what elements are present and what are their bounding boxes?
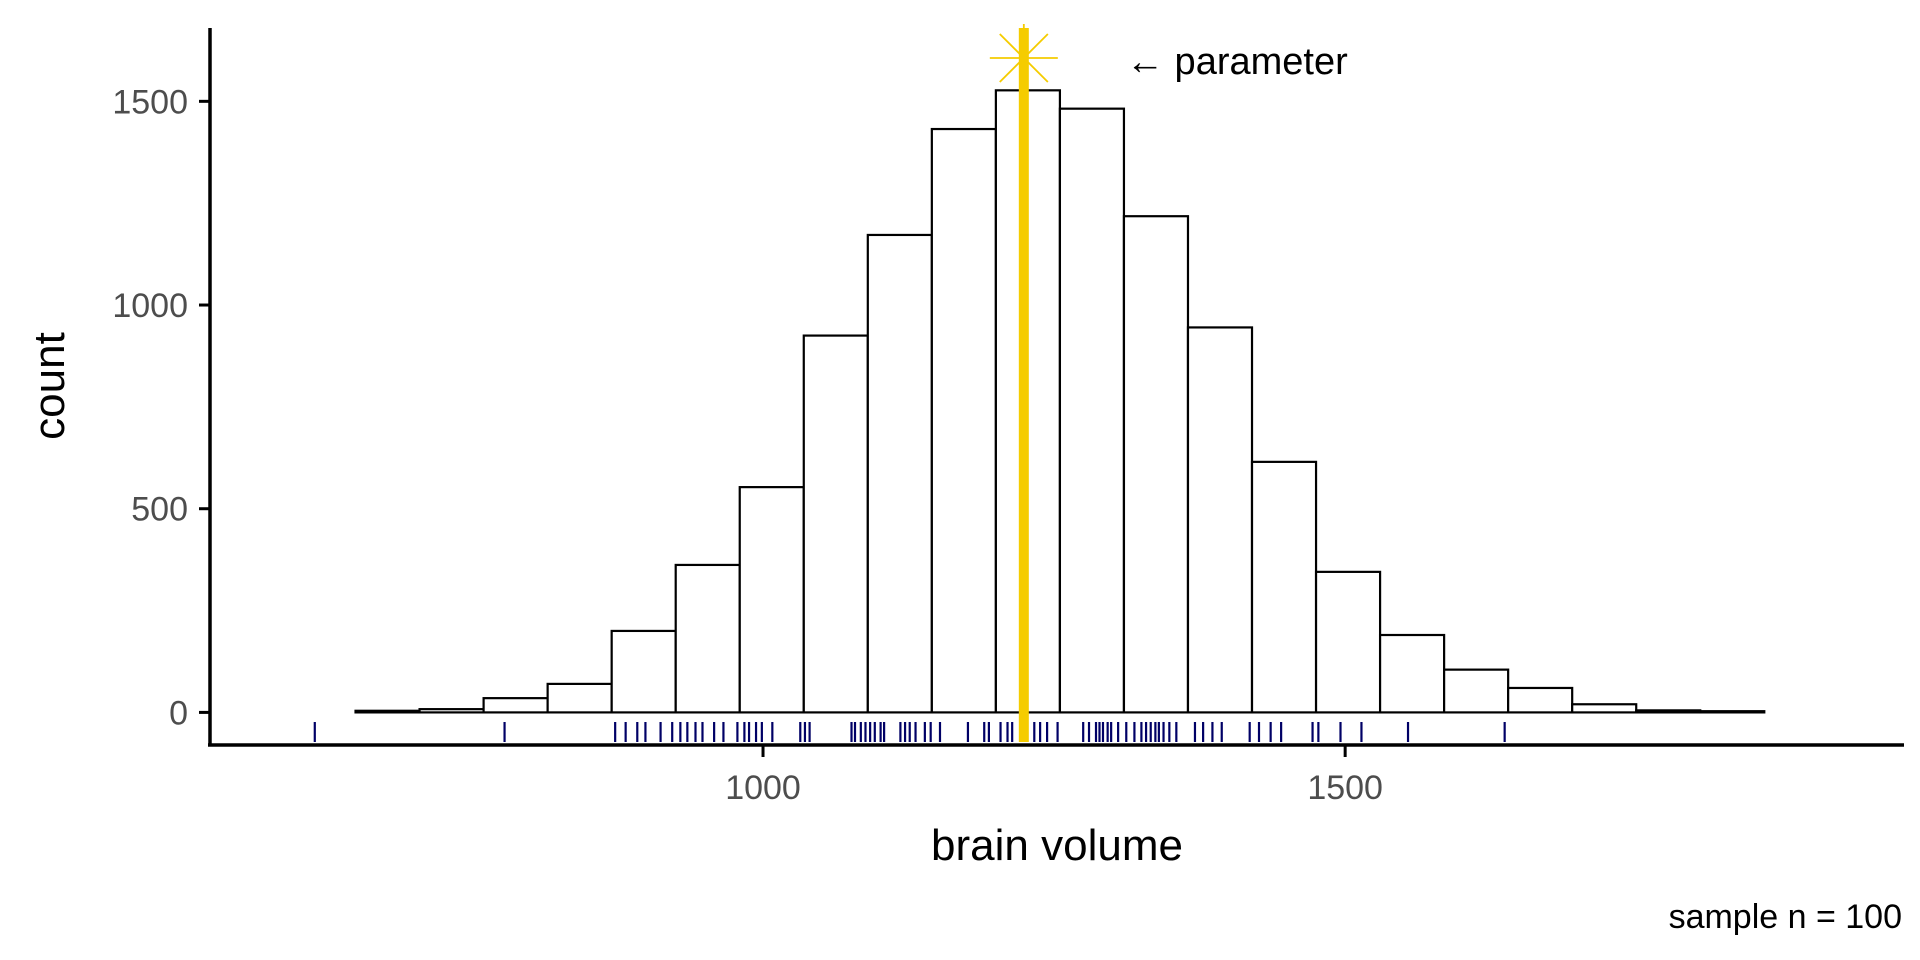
- histogram-bar: [546, 682, 613, 714]
- histogram-bars: [354, 89, 1766, 714]
- histogram-bar: [1058, 107, 1126, 714]
- histogram-bar: [802, 334, 869, 714]
- parameter-annotation: ← parameter: [1126, 41, 1348, 83]
- histogram-bar: [1507, 686, 1574, 714]
- sample-rug: [313, 722, 1506, 742]
- histogram-bar: [610, 629, 677, 714]
- histogram-bar: [1250, 460, 1318, 714]
- histogram-bar: [1186, 326, 1254, 714]
- x-axis-title: brain volume: [931, 821, 1183, 870]
- histogram-bar: [1378, 633, 1446, 714]
- y-tick-label: 0: [169, 694, 188, 732]
- y-tick-label: 1500: [112, 83, 188, 121]
- histogram-bar: [930, 127, 997, 714]
- y-tick-label: 1000: [112, 287, 188, 325]
- histogram-bar: [1122, 215, 1190, 714]
- histogram-bar: [1699, 710, 1766, 714]
- parameter-star-icon: [989, 24, 1058, 92]
- y-axis-title: count: [25, 332, 74, 440]
- sample-size-caption: sample n = 100: [1669, 898, 1902, 936]
- histogram-bar: [1314, 570, 1382, 714]
- histogram-bar: [1635, 709, 1702, 714]
- x-axis-ticks: 1000 1500: [725, 745, 1383, 807]
- histogram-bar: [738, 486, 805, 714]
- x-tick-label: 1000: [725, 769, 801, 807]
- y-axis-ticks: 0 500 1000 1500: [112, 83, 210, 732]
- histogram-bar: [418, 708, 485, 714]
- parameter-marker: [989, 24, 1058, 742]
- histogram-bar: [674, 563, 741, 714]
- histogram-bar: [354, 709, 421, 714]
- x-tick-label: 1500: [1307, 769, 1383, 807]
- y-tick-label: 500: [131, 491, 188, 529]
- histogram-bar: [1571, 703, 1638, 714]
- histogram-bar: [866, 233, 933, 714]
- histogram-bar: [482, 697, 549, 714]
- histogram-bar: [1443, 668, 1510, 714]
